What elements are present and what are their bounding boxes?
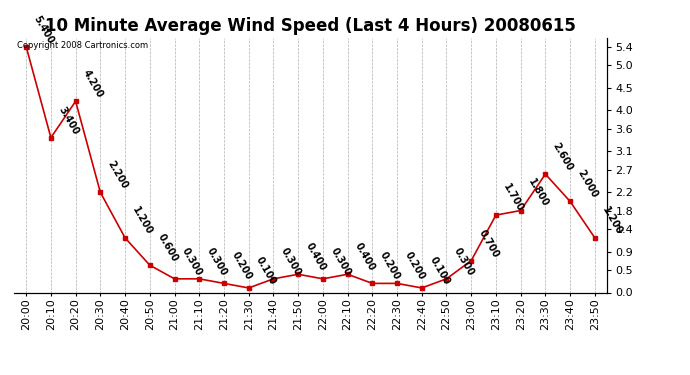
- Text: 1.200: 1.200: [130, 205, 155, 237]
- Text: 4.200: 4.200: [81, 68, 105, 100]
- Text: 0.200: 0.200: [230, 251, 253, 282]
- Text: 0.300: 0.300: [452, 246, 476, 278]
- Text: 0.700: 0.700: [477, 228, 501, 259]
- Text: 2.000: 2.000: [575, 168, 600, 200]
- Text: 2.200: 2.200: [106, 159, 130, 191]
- Text: 0.300: 0.300: [180, 246, 204, 278]
- Text: 5.400: 5.400: [32, 13, 56, 45]
- Text: 0.300: 0.300: [279, 246, 303, 278]
- Text: 0.200: 0.200: [378, 251, 402, 282]
- Text: 1.800: 1.800: [526, 177, 551, 209]
- Text: 0.400: 0.400: [304, 241, 328, 273]
- Text: 0.200: 0.200: [402, 251, 426, 282]
- Text: 2.600: 2.600: [551, 141, 575, 173]
- Text: 3.400: 3.400: [57, 105, 81, 136]
- Text: 1.700: 1.700: [502, 182, 526, 214]
- Title: 10 Minute Average Wind Speed (Last 4 Hours) 20080615: 10 Minute Average Wind Speed (Last 4 Hou…: [45, 16, 576, 34]
- Text: 0.400: 0.400: [353, 241, 377, 273]
- Text: 0.300: 0.300: [328, 246, 353, 278]
- Text: Copyright 2008 Cartronics.com: Copyright 2008 Cartronics.com: [17, 41, 148, 50]
- Text: 0.100: 0.100: [254, 255, 278, 286]
- Text: 0.100: 0.100: [427, 255, 451, 286]
- Text: 0.300: 0.300: [205, 246, 229, 278]
- Text: 1.200: 1.200: [600, 205, 624, 237]
- Text: 0.600: 0.600: [155, 232, 179, 264]
